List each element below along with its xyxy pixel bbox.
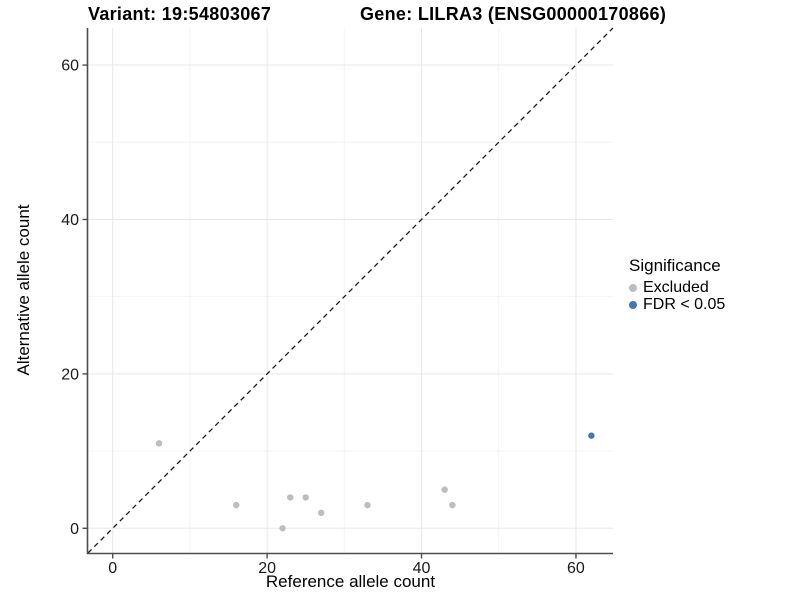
data-point — [441, 486, 448, 493]
legend-item-excluded: Excluded — [629, 279, 725, 296]
data-point — [588, 432, 595, 439]
variant-title: Variant: 19:54803067 — [88, 4, 272, 24]
legend: Significance Excluded FDR < 0.05 — [629, 256, 725, 313]
identity-line — [87, 27, 614, 554]
fdr-dot-icon — [629, 300, 637, 309]
x-tick-label: 60 — [567, 560, 585, 577]
y-tick-label: 0 — [70, 521, 79, 538]
data-point — [449, 501, 456, 509]
x-tick-label: 20 — [258, 560, 276, 577]
y-tick-label: 40 — [61, 212, 79, 229]
y-axis-title: Alternative allele count — [14, 204, 33, 376]
gene-title: Gene: LILRA3 (ENSG00000170866) — [360, 4, 667, 24]
excluded-dot-icon — [629, 283, 637, 292]
y-tick-label: 60 — [61, 58, 79, 75]
data-point — [317, 509, 325, 517]
data-point — [155, 440, 163, 447]
legend-item-label: Excluded — [643, 278, 709, 296]
legend-item-fdr: FDR < 0.05 — [629, 296, 725, 313]
legend-item-label: FDR < 0.05 — [643, 295, 726, 313]
data-point — [279, 525, 286, 532]
data-point — [287, 494, 294, 501]
x-axis-title: Reference allele count — [265, 572, 436, 591]
y-tick-label: 20 — [61, 366, 79, 383]
x-tick-label: 0 — [108, 560, 117, 577]
data-point — [233, 501, 240, 509]
x-tick-label: 40 — [413, 560, 431, 577]
data-point — [364, 501, 371, 509]
legend-title: Significance — [629, 256, 721, 275]
data-point — [302, 494, 309, 501]
